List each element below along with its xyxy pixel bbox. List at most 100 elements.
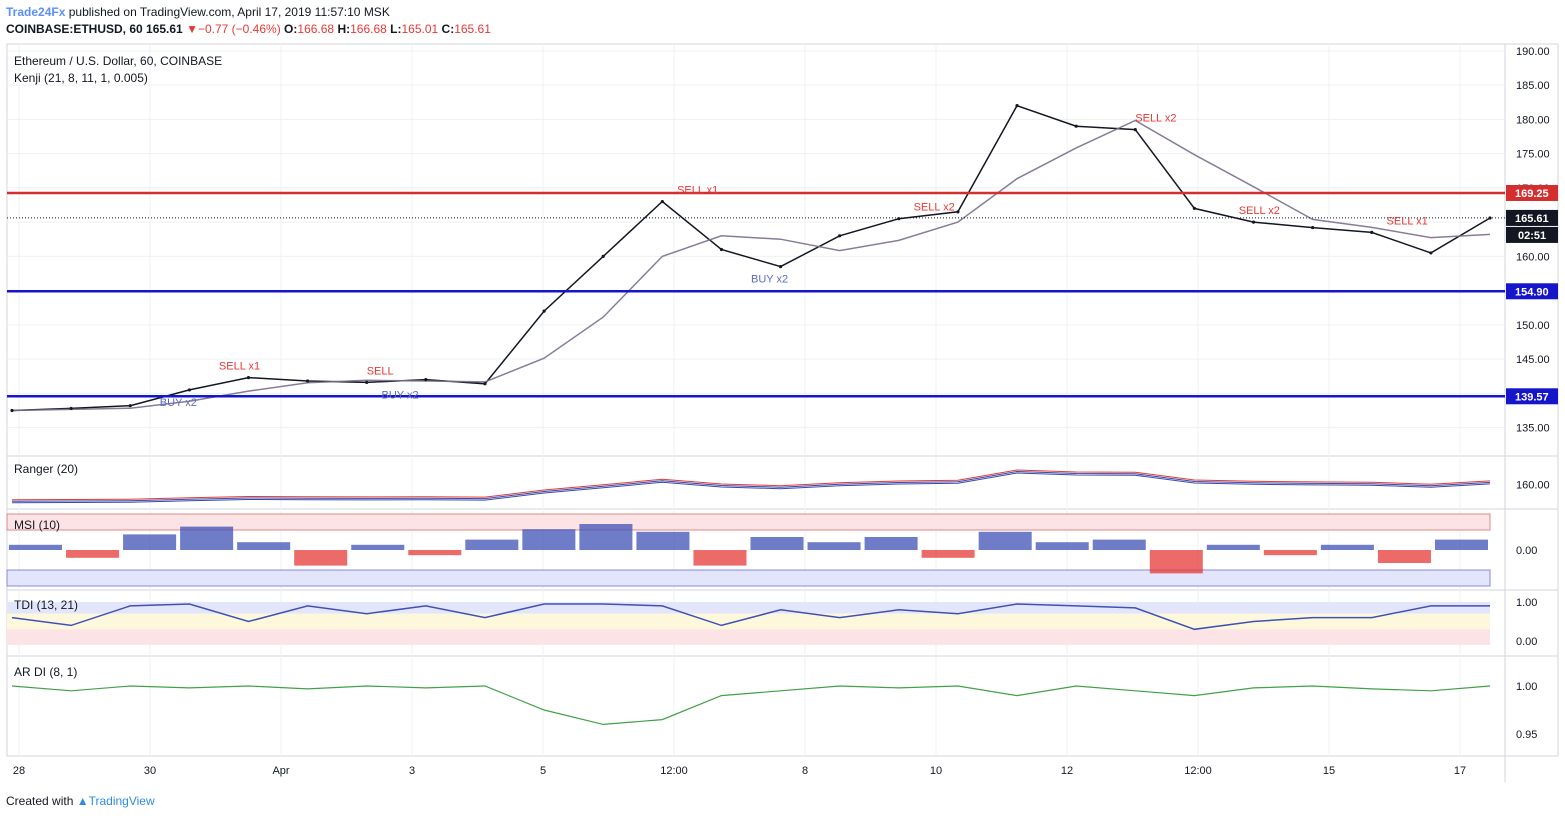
msi-bar — [579, 524, 633, 550]
signal-label: SELL x1 — [677, 185, 718, 197]
msi-bar — [636, 531, 690, 550]
msi-bar — [180, 526, 234, 550]
price-point — [1311, 225, 1315, 230]
tradingview-logo-icon[interactable]: ▲ — [76, 794, 89, 808]
ohlc-line: COINBASE:ETHUSD, 60 165.61 ▼−0.77 (−0.46… — [6, 22, 491, 36]
ardi-y-label: 0.95 — [1516, 729, 1537, 741]
price-point — [778, 265, 783, 269]
price-point — [1251, 220, 1256, 224]
indicator-label: Kenji (21, 8, 11, 1, 0.005) — [14, 71, 148, 85]
tdi-mid-zone — [7, 613, 1490, 630]
level-label: 169.25 — [1515, 188, 1549, 200]
low-value: 165.01 — [401, 22, 439, 36]
signal-label: SELL x2 — [914, 202, 955, 214]
tradingview-brand[interactable]: TradingView — [88, 794, 155, 808]
kenji-average-line — [11, 119, 1491, 412]
msi-bar — [66, 550, 120, 558]
msi-bar — [351, 544, 405, 550]
ardi-line — [11, 685, 1491, 726]
high-label: H: — [337, 22, 351, 36]
msi-bar — [408, 550, 462, 556]
x-tick-label: 12:00 — [1184, 765, 1212, 777]
price-point — [424, 378, 428, 382]
last-price-label: 165.61 — [1515, 213, 1549, 225]
msi-bar — [465, 539, 519, 550]
level-label: 154.90 — [1515, 286, 1549, 298]
symbol-label: COINBASE:ETHUSD, 60 — [6, 22, 143, 36]
msi-bar — [1320, 544, 1374, 550]
price-point — [306, 379, 310, 383]
msi-bar — [294, 550, 348, 566]
msi-bar — [9, 544, 63, 550]
countdown-tag — [1506, 226, 1558, 243]
down-arrow-icon: ▼ — [186, 22, 198, 36]
msi-bar — [522, 529, 576, 550]
last-price-tag — [1506, 209, 1558, 226]
msi-bar — [750, 537, 804, 550]
published-text: published on TradingView.com, April 17, … — [68, 5, 390, 19]
price-point — [601, 254, 605, 258]
high-value: 166.68 — [350, 22, 387, 36]
last-price: 165.61 — [146, 22, 183, 36]
signal-label: SELL x2 — [1135, 113, 1176, 125]
msi-bar — [1035, 542, 1089, 550]
msi-bar — [123, 534, 177, 550]
x-tick-label: 17 — [1454, 765, 1466, 777]
price-point — [1429, 251, 1433, 255]
countdown-label: 02:51 — [1518, 230, 1546, 242]
y-tick-label: 180.00 — [1516, 114, 1550, 126]
tdi-y-label: 1.00 — [1516, 597, 1537, 609]
ranger-band-line — [11, 470, 1491, 502]
price-point — [719, 247, 724, 252]
msi-y-label: 0.00 — [1516, 545, 1537, 557]
price-point — [246, 375, 251, 380]
price-point — [69, 406, 73, 411]
signal-label: BUY x2 — [382, 389, 419, 401]
chart-frame — [6, 43, 1559, 757]
msi-bar — [864, 537, 918, 550]
x-tick-label: 12:00 — [660, 765, 688, 777]
change-value: −0.77 (−0.46%) — [197, 22, 281, 36]
msi-bar — [1149, 550, 1203, 574]
close-value: 165.61 — [454, 22, 491, 36]
ranger-title: Ranger (20) — [14, 462, 78, 476]
open-label: O: — [284, 22, 298, 36]
price-point — [483, 382, 487, 386]
msi-bar — [1263, 550, 1317, 556]
ardi-y-label: 1.00 — [1516, 681, 1537, 693]
level-label: 139.57 — [1515, 391, 1549, 403]
ardi-title: AR DI (8, 1) — [14, 665, 77, 679]
publisher-name[interactable]: Trade24Fx — [6, 5, 66, 19]
signal-label: BUY x2 — [160, 397, 197, 409]
y-tick-label: 185.00 — [1516, 80, 1550, 92]
ranger-y-label: 160.00 — [1516, 480, 1550, 492]
price-series-line — [11, 104, 1491, 412]
msi-bar — [978, 531, 1032, 550]
price-point — [956, 210, 960, 214]
y-tick-label: 160.00 — [1516, 251, 1550, 263]
low-label: L: — [390, 22, 402, 36]
close-label: C: — [441, 22, 455, 36]
msi-bar — [921, 550, 975, 558]
tdi-low-zone — [7, 629, 1490, 645]
msi-bar — [807, 542, 861, 550]
main-pane-title: Ethereum / U.S. Dollar, 60, COINBASE — [14, 54, 222, 68]
y-tick-label: 145.00 — [1516, 354, 1550, 366]
msi-bar — [1092, 539, 1146, 550]
price-point — [1015, 104, 1019, 108]
msi-lower-zone — [6, 569, 1491, 587]
price-point — [187, 388, 191, 392]
signal-label: SELL x1 — [219, 361, 260, 373]
msi-upper-zone — [6, 513, 1491, 531]
footer: Created with ▲TradingView — [6, 794, 155, 808]
x-tick-label: 8 — [802, 765, 808, 777]
ranger-band-line — [11, 469, 1491, 501]
level-tag — [1506, 388, 1558, 405]
level-tag — [1506, 283, 1558, 300]
x-tick-label: Apr — [272, 765, 289, 777]
signal-label: SELL — [367, 365, 394, 377]
price-point — [128, 404, 132, 408]
publisher-line: Trade24Fx published on TradingView.com, … — [6, 5, 390, 19]
ranger-band-line — [11, 472, 1491, 504]
